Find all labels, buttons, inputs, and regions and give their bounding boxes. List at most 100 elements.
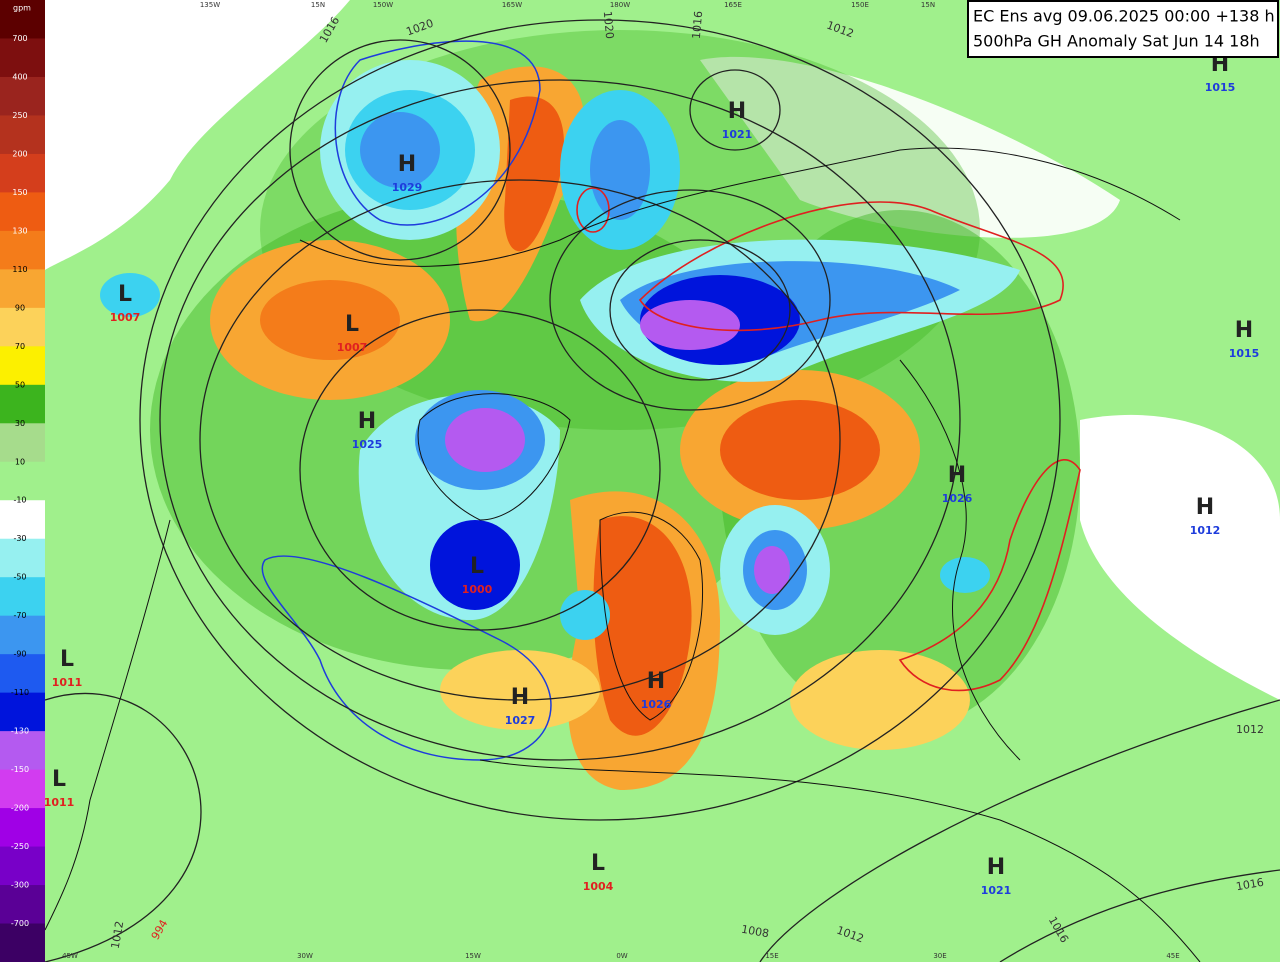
colorbar-label: -10 — [13, 496, 26, 505]
center-letter: H — [1196, 495, 1214, 520]
center-value: 1021 — [722, 128, 753, 141]
center-value: 1015 — [1229, 347, 1260, 360]
title-line-2: 500hPa GH Anomaly Sat Jun 14 18h — [973, 32, 1260, 51]
center-value: 1027 — [505, 714, 536, 727]
colorbar-band — [0, 269, 45, 309]
center-letter: H — [1211, 52, 1229, 77]
longitude-label: 45E — [1166, 952, 1179, 960]
isobar-label: 1016 — [1235, 876, 1265, 894]
colorbar-label: -30 — [13, 534, 26, 543]
colorbar-label: 90 — [15, 303, 25, 312]
center-value: 1026 — [641, 698, 672, 711]
colorbar-band — [0, 615, 45, 655]
center-value: 1025 — [352, 438, 383, 451]
center-value: 1015 — [1205, 81, 1236, 94]
isobar-label: 1016 — [690, 10, 705, 39]
colorbar-band — [0, 38, 45, 78]
center-value: 1007 — [337, 341, 368, 354]
colorbar-band — [0, 808, 45, 848]
colorbar-unit: gpm — [13, 4, 31, 13]
colorbar-band — [0, 885, 45, 925]
colorbar-label: -90 — [13, 650, 26, 659]
colorbar-band — [0, 692, 45, 732]
colorbar-label: 70 — [15, 342, 25, 351]
colorbar-label: -250 — [11, 842, 29, 851]
title-line-1: EC Ens avg 09.06.2025 00:00 +138 h — [973, 7, 1275, 26]
colorbar-band — [0, 769, 45, 809]
center-letter: L — [591, 851, 605, 876]
isobar-label: 1008 — [740, 923, 770, 941]
colorbar-label: -150 — [11, 765, 29, 774]
longitude-label: 135W — [200, 1, 220, 9]
center-letter: L — [60, 647, 74, 672]
colorbar-label: 110 — [12, 265, 27, 274]
longitude-label: 30E — [933, 952, 946, 960]
colorbar-band — [0, 76, 45, 116]
longitude-label: 0W — [616, 952, 627, 960]
colorbar-band — [0, 461, 45, 501]
pressure-centers: H 1029 L 1007 L 1007 H 1025 H 1021 L 1000 H 1027 H 1026… — [44, 52, 1260, 897]
isobar-label: 1012 — [1236, 723, 1264, 736]
colorbar-band — [0, 230, 45, 270]
colorbar-band — [0, 0, 45, 39]
center-letter: H — [398, 152, 416, 177]
longitude-label: 150W — [373, 1, 393, 9]
coastlines — [44, 147, 1201, 962]
longitude-label: 30W — [297, 952, 313, 960]
center-letter: L — [118, 282, 132, 307]
colorbar-label: 30 — [15, 419, 25, 428]
center-value: 1000 — [462, 583, 493, 596]
longitude-label: 150E — [851, 1, 869, 9]
center-letter: L — [52, 767, 66, 792]
longitude-label: 165E — [724, 1, 742, 9]
center-letter: H — [948, 463, 966, 488]
colorbar-band — [0, 654, 45, 694]
colorbar-band — [0, 500, 45, 540]
colorbar-label: 150 — [12, 188, 27, 197]
colorbar-label: 200 — [12, 149, 27, 158]
center-value: 1011 — [44, 796, 75, 809]
colorbar-band — [0, 346, 45, 386]
colorbar-label: 250 — [12, 111, 27, 120]
title-box: EC Ens avg 09.06.2025 00:00 +138 h 500hP… — [967, 0, 1279, 58]
isobars — [44, 19, 1280, 962]
colorbar-band — [0, 846, 45, 886]
center-value: 1029 — [392, 181, 423, 194]
longitude-label: 15N — [921, 1, 935, 9]
colorbar-label: 400 — [12, 72, 27, 81]
isobar-label: 1012 — [109, 920, 127, 950]
colorbar-label: -700 — [11, 919, 29, 928]
center-letter: H — [728, 99, 746, 124]
center-letter: H — [987, 855, 1005, 880]
center-letter: H — [511, 685, 529, 710]
colorbar-band — [0, 423, 45, 463]
longitude-labels: 135W 15N 150W 165W 180W 165E 150E 15N 45W 30W 15W 0… — [62, 1, 1180, 960]
colorbar-label: -200 — [11, 804, 29, 813]
colorbar-band — [0, 192, 45, 232]
colorbar-band — [0, 115, 45, 155]
colorbar-label: -300 — [11, 881, 29, 890]
center-value: 1021 — [981, 884, 1012, 897]
colorbar-band — [0, 577, 45, 617]
center-value: 1011 — [52, 676, 83, 689]
center-value: 1026 — [942, 492, 973, 505]
colorbar-band — [0, 731, 45, 771]
center-value: 1007 — [110, 311, 141, 324]
longitude-label: 165W — [502, 1, 522, 9]
center-value: 1012 — [1190, 524, 1221, 537]
colorbar-band — [0, 153, 45, 193]
center-value: 1004 — [583, 880, 614, 893]
longitude-label: 45W — [62, 952, 78, 960]
colorbar-band — [0, 307, 45, 347]
colorbar-label: -110 — [11, 688, 29, 697]
longitude-label: 15W — [465, 952, 481, 960]
longitude-label: 15N — [311, 1, 325, 9]
longitude-label: 15E — [765, 952, 778, 960]
center-letter: L — [470, 554, 484, 579]
colorbar: gpm 700 400 250 200 150 130 110 90 70 50 30 10 -10 -30… — [0, 0, 45, 962]
colorbar-label: 700 — [12, 34, 27, 43]
colorbar-label: 130 — [12, 226, 27, 235]
colorbar-label: -130 — [11, 727, 29, 736]
colorbar-label: -50 — [13, 573, 26, 582]
